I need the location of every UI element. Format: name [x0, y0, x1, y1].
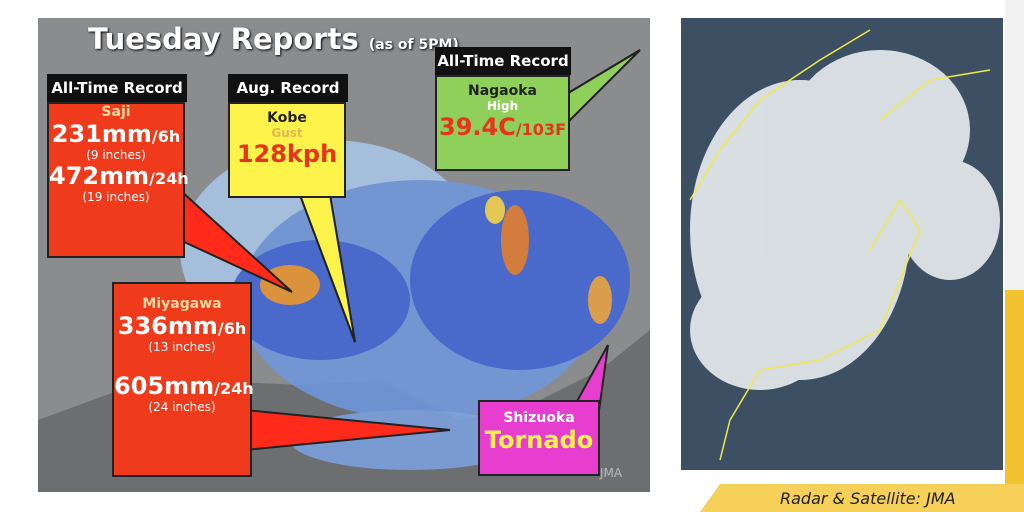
- stripe: [1005, 290, 1024, 512]
- callout-header: All-Time Record: [47, 74, 187, 102]
- credit: Radar & Satellite: JMA: [780, 489, 956, 508]
- title: Tuesday Reports (as of 5PM): [88, 22, 459, 56]
- value: 231mm: [51, 120, 152, 148]
- callout: Nagaoka High 39.4C/103F: [435, 75, 570, 171]
- callout: Miyagawa 336mm/6h (13 inches) 605mm/24h …: [112, 282, 254, 477]
- title-text: Tuesday Reports: [88, 22, 359, 56]
- unit: /103F: [515, 120, 566, 139]
- label: Gust: [271, 126, 303, 140]
- value: 605mm: [114, 372, 215, 400]
- line: 231mm/6h: [49, 120, 183, 148]
- unit: /6h: [151, 127, 181, 146]
- watermark: JMA: [600, 466, 623, 480]
- label: High: [486, 99, 519, 113]
- note: (13 inches): [148, 340, 216, 354]
- coastline: [689, 29, 991, 461]
- place: Saji: [101, 104, 131, 120]
- callout-header: Aug. Record: [228, 74, 348, 102]
- place: Shizuoka: [503, 410, 575, 426]
- clouds: [690, 50, 1000, 390]
- callout: Shizuoka Tornado: [478, 400, 600, 476]
- unit: /24h: [214, 379, 254, 398]
- unit: /6h: [217, 319, 247, 338]
- unit: /24h: [149, 169, 189, 188]
- note: (19 inches): [82, 190, 150, 204]
- value: 39.4C: [439, 113, 516, 141]
- value: 128kph: [236, 140, 338, 168]
- callout: Saji 231mm/6h (9 inches) 472mm/24h (19 i…: [47, 102, 189, 258]
- value: Tornado: [484, 426, 594, 454]
- callout: Kobe Gust 128kph: [228, 102, 346, 198]
- place: Nagaoka: [467, 83, 537, 99]
- note: (24 inches): [148, 400, 216, 414]
- note: (9 inches): [86, 148, 146, 162]
- value: 472mm: [49, 162, 150, 190]
- place: Kobe: [267, 110, 307, 126]
- value: 336mm: [117, 312, 218, 340]
- place: Miyagawa: [142, 296, 222, 312]
- credit-bar: [700, 484, 1024, 512]
- line: 472mm/24h: [49, 162, 189, 190]
- callout-header: All-Time Record: [435, 47, 571, 75]
